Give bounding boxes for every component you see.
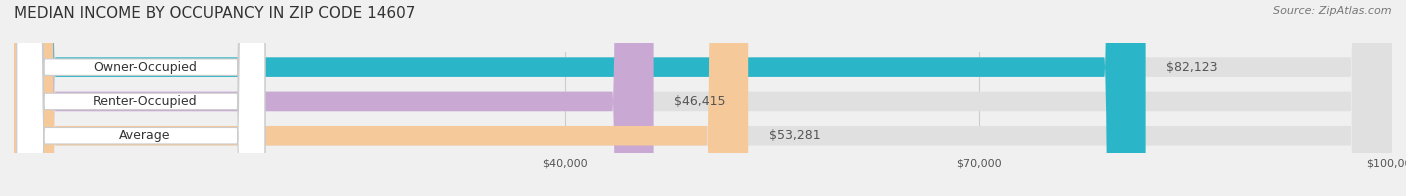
Text: Average: Average	[120, 129, 170, 142]
FancyBboxPatch shape	[17, 0, 264, 196]
FancyBboxPatch shape	[14, 0, 1392, 196]
FancyBboxPatch shape	[14, 0, 1146, 196]
FancyBboxPatch shape	[14, 0, 748, 196]
Text: Renter-Occupied: Renter-Occupied	[93, 95, 197, 108]
Text: $46,415: $46,415	[675, 95, 725, 108]
Text: $82,123: $82,123	[1167, 61, 1218, 74]
FancyBboxPatch shape	[14, 0, 1392, 196]
Text: MEDIAN INCOME BY OCCUPANCY IN ZIP CODE 14607: MEDIAN INCOME BY OCCUPANCY IN ZIP CODE 1…	[14, 6, 415, 21]
Text: Owner-Occupied: Owner-Occupied	[93, 61, 197, 74]
Text: Source: ZipAtlas.com: Source: ZipAtlas.com	[1274, 6, 1392, 16]
FancyBboxPatch shape	[17, 0, 264, 196]
Text: $53,281: $53,281	[769, 129, 821, 142]
FancyBboxPatch shape	[17, 0, 264, 196]
FancyBboxPatch shape	[14, 0, 1392, 196]
FancyBboxPatch shape	[14, 0, 654, 196]
